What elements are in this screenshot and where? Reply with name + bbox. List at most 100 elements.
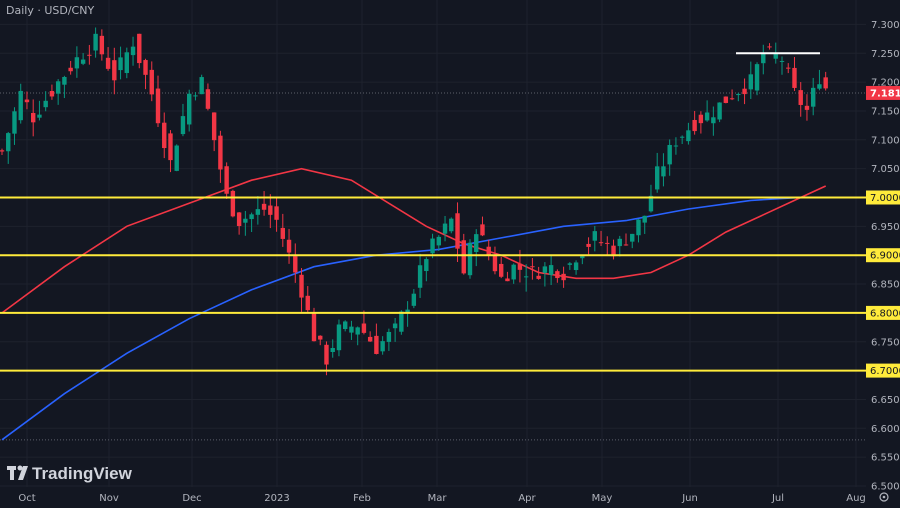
price-axis[interactable]: 7.3000 7.2500 7.2000 7.1500 7.1000 7.0500 6.95… (866, 20, 900, 493)
tradingview-logo: TradingView (7, 464, 133, 483)
candle-body (605, 242, 610, 244)
candle-body (555, 271, 560, 279)
candle-body (517, 263, 523, 270)
candle-body (367, 336, 373, 342)
level-label-6.9000: 6.9000 (870, 251, 900, 262)
candle-body (692, 119, 697, 132)
candle-body (124, 52, 129, 74)
candle-body (43, 100, 48, 108)
candle-body (442, 223, 448, 234)
candle-body (480, 224, 485, 236)
level-badge-6.7000 (866, 363, 900, 378)
candle-body (99, 35, 105, 55)
y-tick-label: 6.6000 (871, 424, 900, 435)
candle-body (199, 77, 204, 95)
candle-body (218, 135, 223, 170)
candle-body (236, 212, 242, 227)
candle-body (49, 91, 55, 97)
x-tick-label: Oct (18, 493, 35, 504)
level-label-6.7000: 6.7000 (870, 366, 900, 377)
candle-body (542, 266, 548, 273)
candle-body (686, 130, 691, 142)
candle-body (361, 323, 367, 333)
candle-body (6, 133, 11, 152)
candle-body (736, 94, 741, 96)
settings-gear-icon[interactable] (879, 492, 889, 502)
candle-body (336, 324, 342, 351)
candle-body (0, 150, 5, 152)
candle-body (330, 348, 335, 353)
candle-body (573, 262, 579, 271)
chart-title: Daily · USD/CNY (6, 4, 94, 17)
level-label-6.8000: 6.8000 (870, 308, 900, 319)
candle-body (405, 309, 410, 313)
candle-body (742, 88, 747, 95)
level-badge-6.8000 (866, 305, 900, 320)
candle-body (511, 264, 516, 280)
horizontal-levels[interactable]: 7.0000 6.9000 6.8000 6.7000 (0, 190, 900, 378)
candle-body (467, 242, 473, 276)
candle-body (492, 254, 498, 272)
candle-body (318, 335, 323, 340)
candle-body (243, 218, 248, 223)
candle-body (280, 227, 285, 239)
candle-body (392, 323, 398, 329)
time-axis[interactable]: Oct Nov Dec 2023 Feb Mar Apr May Jun Jul Aug (18, 493, 865, 504)
candle-body (748, 74, 753, 90)
candle-body (523, 276, 529, 278)
candle-body (62, 76, 67, 85)
candle-body (567, 263, 573, 265)
candle-body (224, 166, 229, 194)
candle-body (655, 166, 660, 190)
candle-body (642, 215, 647, 223)
candle-body (617, 238, 622, 247)
candle-body (449, 218, 454, 232)
y-tick-label: 6.7500 (871, 337, 900, 348)
candle-body (505, 278, 510, 282)
x-tick-label: Nov (99, 493, 119, 504)
candle-body (823, 77, 828, 89)
candle-body (268, 205, 273, 215)
candle-body (411, 293, 417, 306)
candle-body (767, 46, 772, 48)
candle-body (55, 81, 61, 94)
candle-body (679, 136, 685, 138)
y-tick-label: 7.0500 (871, 164, 900, 175)
candle-body (648, 195, 654, 212)
y-tick-label: 6.8500 (871, 280, 900, 291)
y-tick-label: 6.5000 (871, 482, 900, 493)
candle-body (93, 33, 98, 51)
candle-body (723, 96, 729, 103)
candle-body (211, 112, 217, 141)
candle-body (704, 112, 710, 121)
candle-body (343, 321, 348, 330)
candle-body (249, 214, 254, 220)
candle-body (673, 145, 679, 147)
candle-body (430, 238, 435, 254)
candle-body (118, 57, 123, 71)
candle-body (455, 213, 460, 249)
candle-body (630, 233, 635, 242)
candle-body (474, 234, 479, 252)
current-price-badge (866, 85, 900, 100)
candle-body (299, 274, 304, 298)
candle-body (754, 64, 760, 91)
ma-short-line (1, 167, 827, 314)
tradingview-logo-text: TradingView (32, 464, 133, 483)
candle-body (74, 57, 80, 69)
level-badge-6.9000 (866, 248, 900, 263)
candle-body (168, 133, 173, 161)
candle-body (598, 242, 604, 244)
candle-body (717, 102, 722, 120)
candle-body (636, 219, 641, 236)
candle-body (804, 105, 810, 110)
candle-body (380, 341, 385, 352)
candle-body (274, 206, 279, 220)
x-tick-label: Aug (846, 493, 866, 504)
candle-body (399, 311, 404, 332)
y-tick-label: 7.1000 (871, 135, 900, 146)
y-tick-label: 6.5500 (871, 453, 900, 464)
level-label-7.0000: 7.0000 (870, 193, 900, 204)
candle-body (130, 46, 136, 56)
